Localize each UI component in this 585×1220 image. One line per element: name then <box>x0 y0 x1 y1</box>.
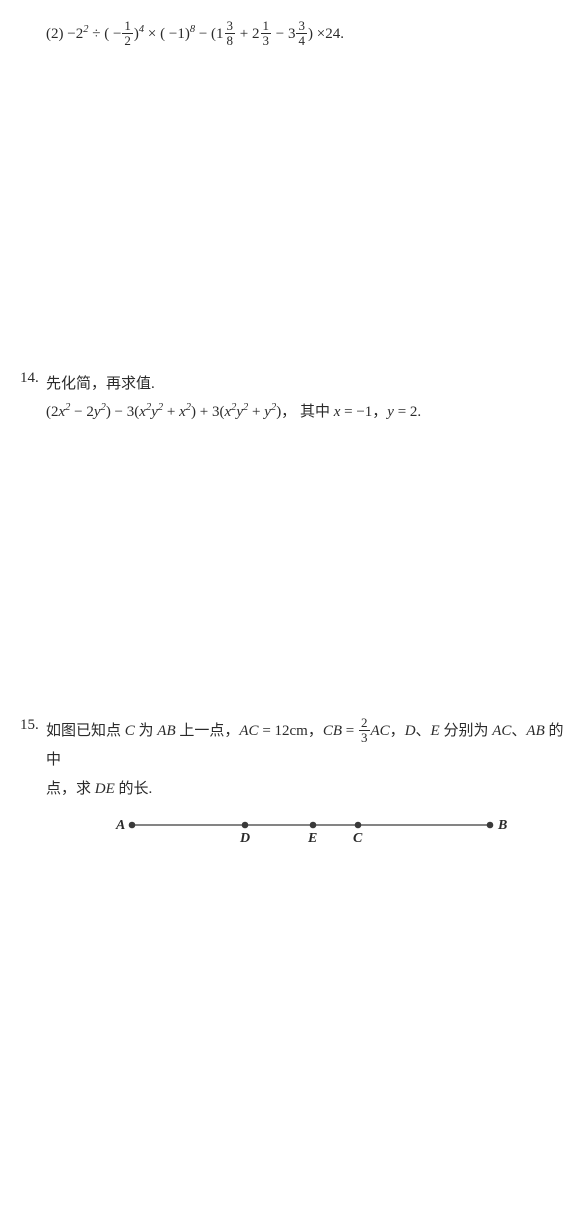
stem-15-line2: 点，求 DE 的长. <box>46 775 565 804</box>
point-D <box>242 822 249 829</box>
line-segment-figure: ADECB <box>110 815 510 855</box>
spacer-2 <box>20 427 565 717</box>
point-B <box>487 822 494 829</box>
condition-14: 其中 x = −1，y = 2. <box>300 404 421 420</box>
problem-14: 14. 先化简，再求值. (2x2 − 2y2) − 3(x2y2 + x2) … <box>20 370 565 427</box>
point-label-B: B <box>497 818 507 833</box>
point-label-D: D <box>239 831 250 846</box>
point-A <box>129 822 136 829</box>
problem-number: 15. <box>20 717 39 734</box>
figure-15: ADECB <box>110 815 565 860</box>
expression-14: (2x2 − 2y2) − 3(x2y2 + x2) + 3(x2y2 + y2… <box>46 398 565 427</box>
point-E <box>310 822 317 829</box>
point-label-C: C <box>353 831 363 846</box>
expression-13-2: (2) −22 ÷ ( −12)4 × ( −1)8 − (138 + 213 … <box>46 20 565 50</box>
stem-14: 先化简，再求值. <box>46 370 565 399</box>
problem-15: 15. 如图已知点 C 为 AB 上一点，AC = 12cm，CB = 23AC… <box>20 717 565 861</box>
point-C <box>355 822 362 829</box>
problem-13-part-2: (2) −22 ÷ ( −12)4 × ( −1)8 − (138 + 213 … <box>20 20 565 50</box>
spacer-1 <box>20 50 565 370</box>
point-label-E: E <box>307 831 317 846</box>
point-label-A: A <box>115 818 125 833</box>
stem-15-line1: 如图已知点 C 为 AB 上一点，AC = 12cm，CB = 23AC，D、E… <box>46 717 565 775</box>
problem-number: 14. <box>20 370 39 387</box>
part-label: (2) <box>46 26 64 42</box>
